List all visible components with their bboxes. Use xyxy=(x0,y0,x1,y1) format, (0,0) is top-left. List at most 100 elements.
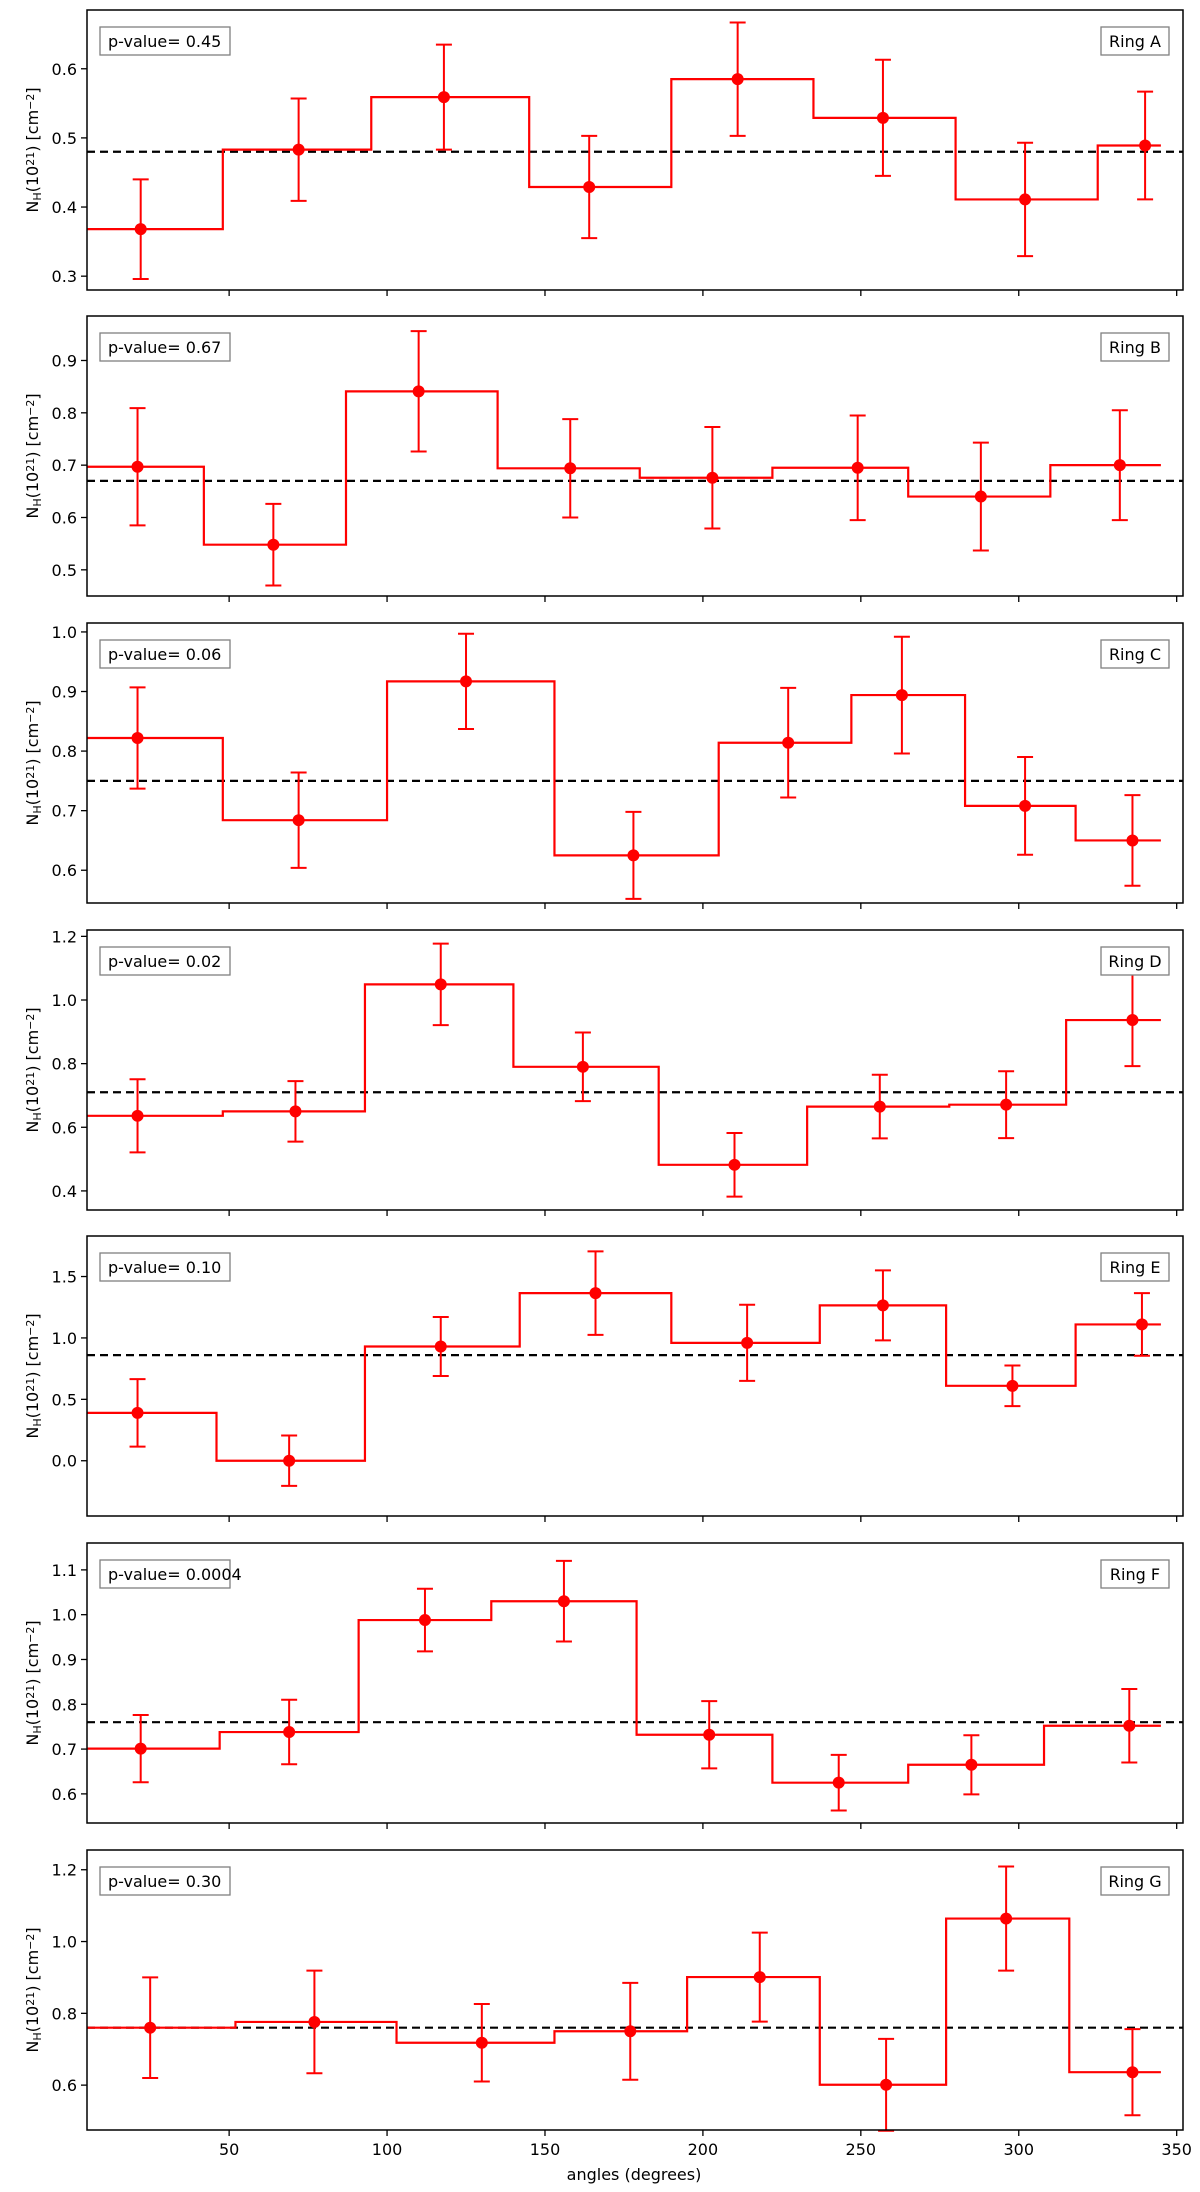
y-axis-label-part: N xyxy=(23,814,42,826)
y-axis-label-part: ) [cm xyxy=(23,1030,42,1072)
y-axis-label-part: N xyxy=(23,1734,42,1746)
y-axis-label-part: −2 xyxy=(24,1014,37,1030)
axes-frame xyxy=(86,622,1184,904)
y-tick-label: 0.8 xyxy=(52,2004,77,2023)
y-axis-label-part: (10 xyxy=(23,2006,42,2033)
step-line xyxy=(87,680,1161,857)
data-point xyxy=(434,978,447,991)
x-tick-label: 100 xyxy=(372,2140,403,2159)
y-tick-label: 0.9 xyxy=(52,1650,77,1669)
y-axis-label-part: 21 xyxy=(24,1378,37,1392)
y-axis-label-part: (10 xyxy=(23,472,42,499)
y-tick-label: 1.0 xyxy=(52,1329,77,1348)
step-line xyxy=(87,390,1161,546)
y-tick-label: 0.7 xyxy=(52,1740,77,1759)
y-axis-label-part: ) [cm xyxy=(23,1336,42,1378)
data-point xyxy=(308,2015,321,2028)
y-axis-label: NH(1021) [cm−2] xyxy=(23,1620,44,1745)
step-line xyxy=(87,78,1161,231)
p-value-box xyxy=(99,639,231,669)
y-axis-label: NH(1021) [cm−2] xyxy=(23,393,44,518)
data-point xyxy=(1113,459,1126,472)
y-axis-label-part: H xyxy=(31,1418,44,1426)
y-axis-label: NH(1021) [cm−2] xyxy=(23,1007,44,1132)
y-axis-label-part: N xyxy=(23,2041,42,2053)
p-value-box xyxy=(99,332,231,362)
y-axis-label-part: ) [cm xyxy=(23,723,42,765)
ring-label-box xyxy=(1100,1559,1170,1589)
x-tick-label: 50 xyxy=(219,2140,239,2159)
y-tick-label: 1.0 xyxy=(52,1933,77,1952)
y-axis-label-part: (10 xyxy=(23,1086,42,1113)
y-axis-label-part: N xyxy=(23,201,42,213)
data-point xyxy=(627,849,640,862)
data-point xyxy=(1123,1719,1136,1732)
y-axis-label: NH(1021) [cm−2] xyxy=(23,1927,44,2052)
p-value-box xyxy=(99,1252,231,1282)
p-value-box xyxy=(99,26,231,56)
y-axis-label-part: ] xyxy=(23,1313,42,1319)
data-point xyxy=(706,471,719,484)
y-axis-label-part: 21 xyxy=(24,1685,37,1699)
data-point xyxy=(851,461,864,474)
y-tick-label: 0.6 xyxy=(52,2076,77,2095)
data-point xyxy=(583,180,596,193)
step-line xyxy=(87,1917,1161,2086)
data-point xyxy=(437,91,450,104)
y-tick-label: 1.2 xyxy=(52,927,77,946)
y-axis-label-part: ] xyxy=(23,87,42,93)
data-point xyxy=(728,1158,741,1171)
y-tick-label: 0.9 xyxy=(52,683,77,702)
data-point xyxy=(965,1758,978,1771)
axes-frame xyxy=(86,929,1184,1211)
p-value-text: p-value= 0.10 xyxy=(108,1258,221,1277)
y-axis-label-part: H xyxy=(31,1725,44,1733)
y-axis-label-part: ) [cm xyxy=(23,1643,42,1685)
ring-label-box xyxy=(1100,1866,1170,1896)
panels: 0.30.40.50.6p-value= 0.45 Ring ANH(1021) … xyxy=(23,9,1192,2159)
y-axis-label-part: ) [cm xyxy=(23,1950,42,1992)
data-point xyxy=(741,1336,754,1349)
data-point xyxy=(460,675,473,688)
data-point xyxy=(576,1060,589,1073)
y-tick-label: 0.5 xyxy=(52,129,77,148)
y-axis-label-part: 21 xyxy=(24,765,37,779)
data-point xyxy=(564,462,577,475)
y-axis-label: NH(1021) [cm−2] xyxy=(23,87,44,212)
y-axis-label-part: −2 xyxy=(24,1934,37,1950)
ring-label-box xyxy=(1100,946,1170,976)
ring-label: Ring E xyxy=(1109,1258,1160,1277)
y-tick-label: 0.6 xyxy=(52,60,77,79)
data-point xyxy=(134,223,147,236)
p-value-box xyxy=(99,946,231,976)
ring-label: Ring G xyxy=(1108,1872,1161,1891)
ring-panel: 0.3 0.4 0.5 0.6 p-value= 0.45 Ring A NH(1021) … xyxy=(23,9,1184,296)
y-axis-label-part: H xyxy=(31,805,44,813)
data-point xyxy=(131,460,144,473)
y-axis-label-part: N xyxy=(23,1121,42,1133)
y-axis-label-part: H xyxy=(31,2032,44,2040)
y-tick-label: 0.5 xyxy=(52,561,77,580)
y-tick-label: 1.0 xyxy=(52,1606,77,1625)
y-tick-label: 1.2 xyxy=(52,1861,77,1880)
data-point xyxy=(283,1726,296,1739)
x-tick-label: 350 xyxy=(1161,2140,1192,2159)
p-value-box xyxy=(99,1866,231,1896)
data-point xyxy=(832,1776,845,1789)
data-point xyxy=(1006,1379,1019,1392)
data-point xyxy=(895,689,908,702)
ring-label: Ring B xyxy=(1109,338,1161,357)
data-point xyxy=(557,1595,570,1608)
ring-label-box xyxy=(1100,639,1170,669)
ring-label-box xyxy=(1100,26,1170,56)
data-point xyxy=(1000,1098,1013,1111)
ring-panel: 0.6 0.8 1.0 1.2 50 100 150 200 250 300 350 p-value=… xyxy=(23,1849,1192,2159)
y-tick-label: 0.8 xyxy=(52,742,77,761)
y-tick-label: 1.0 xyxy=(52,991,77,1010)
y-axis-label-part: ] xyxy=(23,1620,42,1626)
y-axis-label-part: 21 xyxy=(24,1072,37,1086)
p-value-box xyxy=(99,1559,231,1589)
y-axis-label-part: −2 xyxy=(24,707,37,723)
y-tick-label: 0.5 xyxy=(52,1390,77,1409)
data-point xyxy=(283,1454,296,1467)
